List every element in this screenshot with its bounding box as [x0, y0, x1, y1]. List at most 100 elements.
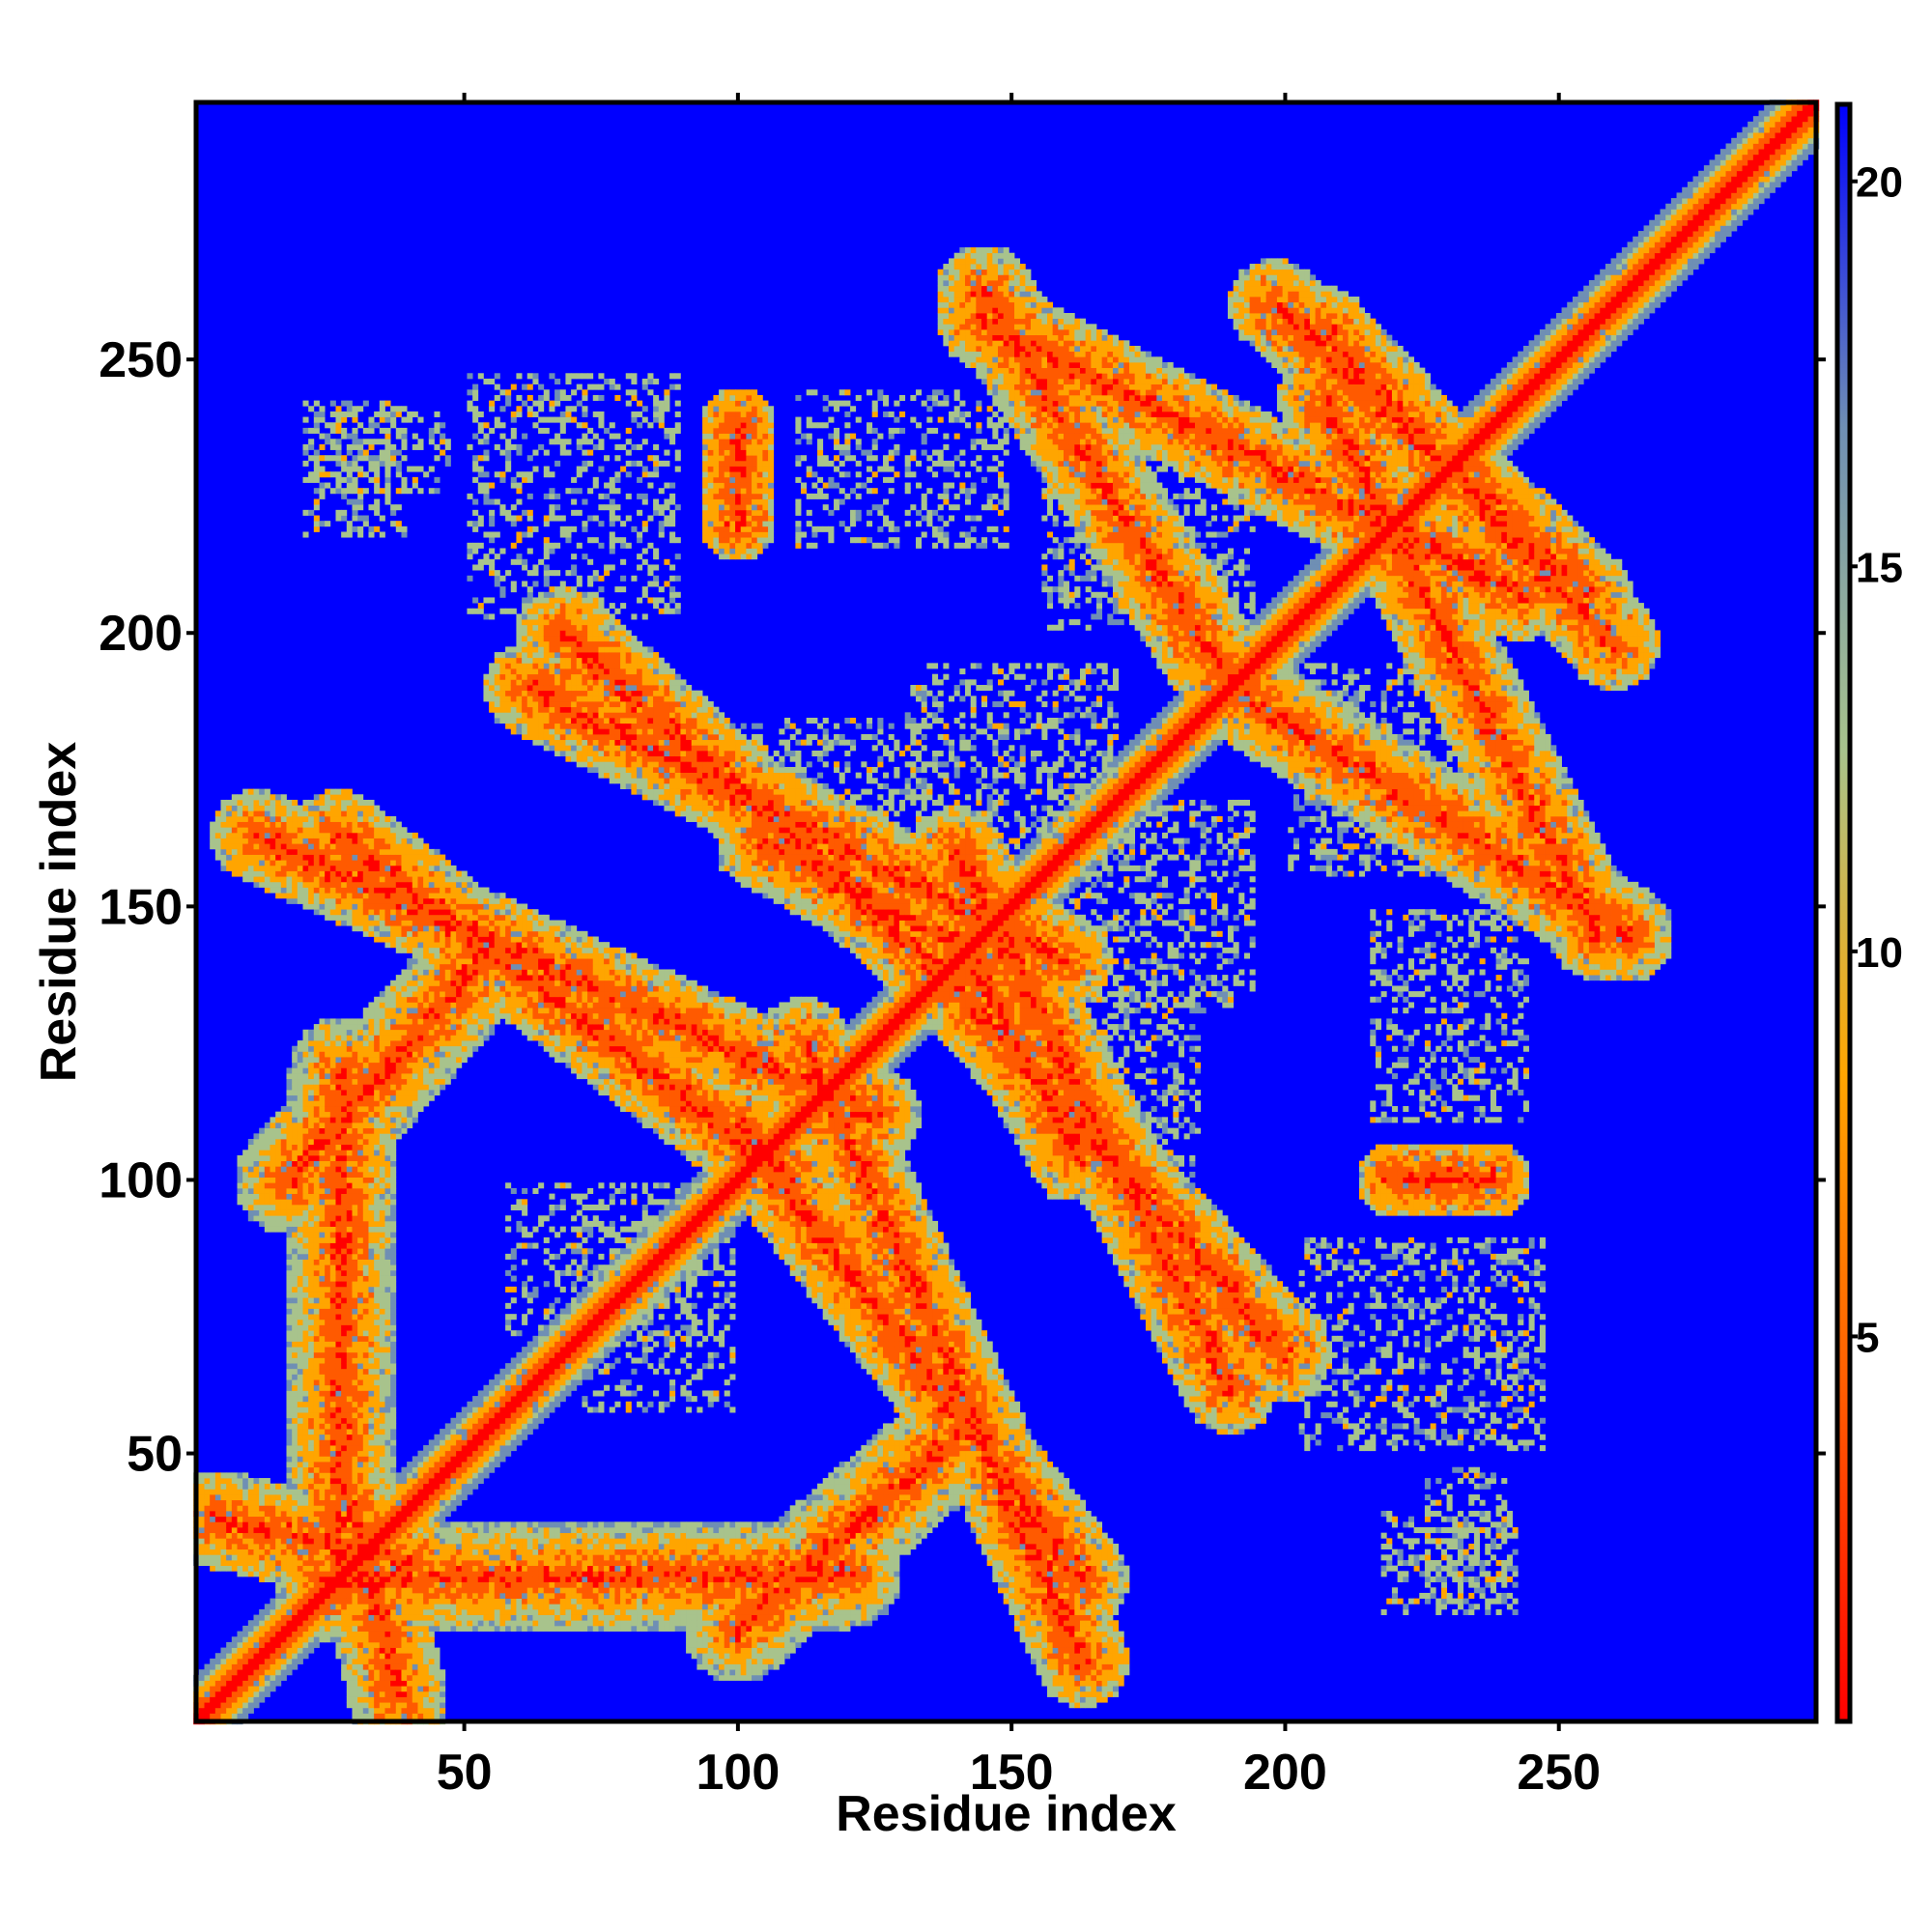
- heatmap-cell: [412, 1002, 418, 1008]
- heatmap-cell: [286, 898, 292, 904]
- heatmap-cell: [330, 428, 336, 434]
- heatmap-cell: [226, 1544, 232, 1549]
- heatmap-cell: [242, 1566, 248, 1572]
- heatmap-cell: [335, 1293, 341, 1298]
- heatmap-cell: [417, 444, 423, 450]
- heatmap-cell: [335, 1270, 341, 1276]
- heatmap-cell: [401, 1615, 407, 1621]
- heatmap-cell: [396, 1112, 402, 1118]
- heatmap-cell: [314, 1281, 320, 1287]
- heatmap-cell: [238, 866, 243, 871]
- heatmap-cell: [374, 1418, 380, 1424]
- heatmap-cell: [423, 909, 429, 915]
- heatmap-cell: [384, 1008, 390, 1013]
- heatmap-cell: [434, 488, 440, 494]
- heatmap-cell: [363, 1084, 369, 1090]
- heatmap-cell: [314, 1406, 320, 1412]
- heatmap-cell: [374, 898, 380, 904]
- heatmap-cell: [292, 1418, 298, 1424]
- heatmap-cell: [357, 1385, 363, 1391]
- heatmap-cell: [417, 1505, 423, 1511]
- heatmap-cell: [434, 1517, 440, 1522]
- heatmap-cell: [292, 1161, 298, 1167]
- heatmap-cell: [302, 882, 308, 888]
- heatmap-cell: [396, 931, 402, 937]
- heatmap-cell: [368, 1363, 374, 1369]
- heatmap-cell: [205, 1681, 211, 1687]
- heatmap-cell: [384, 439, 390, 444]
- heatmap-cell: [210, 1675, 215, 1681]
- heatmap-cell: [281, 1221, 287, 1227]
- heatmap-cell: [352, 1106, 357, 1112]
- heatmap-cell: [357, 1215, 363, 1221]
- heatmap-cell: [281, 1194, 287, 1200]
- heatmap-cell: [357, 866, 363, 871]
- heatmap-cell: [429, 1517, 435, 1522]
- heatmap-cell: [254, 849, 260, 855]
- heatmap-cell: [347, 521, 353, 526]
- heatmap-cell: [314, 1303, 320, 1309]
- heatmap-cell: [390, 1593, 396, 1599]
- heatmap-cell: [396, 1079, 402, 1085]
- heatmap-cell: [412, 1593, 418, 1599]
- heatmap-cell: [319, 1571, 325, 1577]
- heatmap-cell: [308, 1500, 314, 1506]
- heatmap-cell: [308, 1517, 314, 1522]
- heatmap-cell: [330, 1293, 336, 1298]
- heatmap-cell: [325, 1435, 330, 1440]
- heatmap-cell: [248, 806, 254, 811]
- heatmap-cell: [341, 838, 347, 844]
- heatmap-cell: [319, 882, 325, 888]
- heatmap-cell: [390, 1566, 396, 1572]
- heatmap-cell: [380, 1472, 385, 1478]
- heatmap-cell: [335, 1199, 341, 1205]
- heatmap-cell: [423, 1063, 429, 1068]
- heatmap-cell: [412, 921, 418, 926]
- heatmap-cell: [286, 1385, 292, 1391]
- heatmap-cell: [286, 1067, 292, 1073]
- heatmap-cell: [390, 942, 396, 948]
- heatmap-cell: [292, 833, 298, 838]
- heatmap-cell: [374, 1521, 380, 1527]
- heatmap-cell: [265, 810, 270, 816]
- heatmap-cell: [423, 1013, 429, 1019]
- heatmap-cell: [298, 898, 303, 904]
- heatmap-cell: [380, 1385, 385, 1391]
- heatmap-cell: [308, 1178, 314, 1183]
- heatmap-cell: [330, 1379, 336, 1385]
- heatmap-cell: [374, 1374, 380, 1379]
- heatmap-cell: [417, 1599, 423, 1605]
- heatmap-cell: [352, 1133, 357, 1139]
- heatmap-cell: [232, 1697, 238, 1703]
- heatmap-cell: [308, 1462, 314, 1467]
- heatmap-cell: [407, 1533, 412, 1539]
- heatmap-cell: [352, 1533, 357, 1539]
- heatmap-cell: [275, 822, 281, 828]
- heatmap-cell: [314, 1533, 320, 1539]
- heatmap-cell: [314, 499, 320, 505]
- heatmap-cell: [384, 1620, 390, 1626]
- heatmap-cell: [390, 1297, 396, 1303]
- heatmap-cell: [401, 882, 407, 888]
- heatmap-cell: [238, 1194, 243, 1200]
- heatmap-cell: [314, 1620, 320, 1626]
- heatmap-cell: [384, 1544, 390, 1549]
- heatmap-cell: [423, 1472, 429, 1478]
- heatmap-cell: [242, 1182, 248, 1188]
- heatmap-cell: [352, 1456, 357, 1462]
- heatmap-cell: [254, 1199, 260, 1205]
- heatmap-cell: [412, 1527, 418, 1533]
- heatmap-cell: [412, 1554, 418, 1560]
- heatmap-cell: [242, 1544, 248, 1549]
- heatmap-cell: [384, 1560, 390, 1566]
- heatmap-cell: [330, 1188, 336, 1194]
- heatmap-cell: [380, 450, 385, 456]
- heatmap-cell: [298, 1566, 303, 1572]
- heatmap-cell: [417, 904, 423, 910]
- heatmap-cell: [380, 1566, 385, 1572]
- heatmap-cell: [357, 925, 363, 931]
- heatmap-cell: [302, 904, 308, 910]
- heatmap-cell: [352, 866, 357, 871]
- heatmap-cell: [281, 855, 287, 861]
- heatmap-cell: [330, 1363, 336, 1369]
